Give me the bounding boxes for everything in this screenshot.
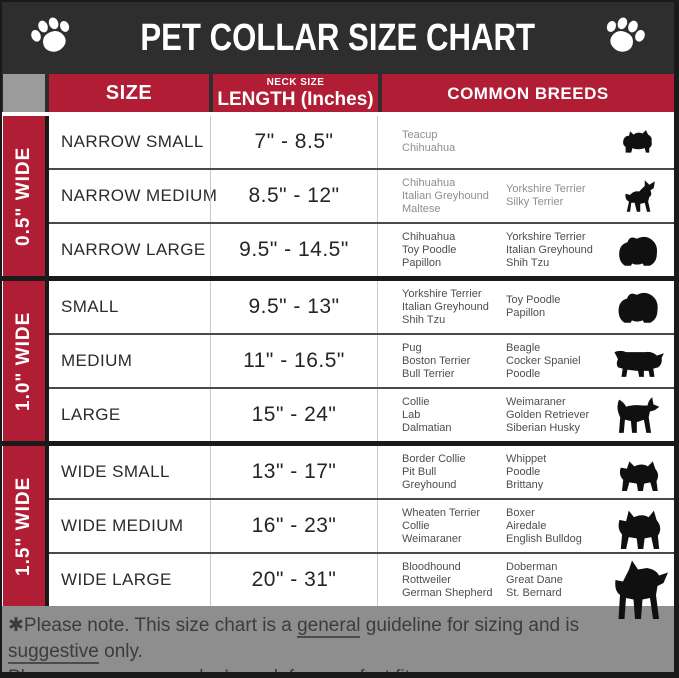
size-group-one-inch: 1.0" WIDE SMALL 9.5" - 13" Yorkshire Ter… bbox=[2, 281, 674, 441]
shih-tzu-icon bbox=[619, 236, 658, 266]
husky-icon bbox=[617, 397, 660, 433]
neck-length: 9.5" - 13" bbox=[248, 295, 340, 318]
neck-length: 15" - 24" bbox=[251, 403, 337, 426]
footer-note: ✱Please note. This size chart is a gener… bbox=[2, 606, 674, 678]
breeds-list: Weimaraner Golden Retriever Siberian Hus… bbox=[506, 395, 590, 434]
group-label-half-inch: 0.5" WIDE bbox=[3, 116, 45, 276]
neck-length: 8.5" - 12" bbox=[248, 184, 340, 207]
breeds-list: Teacup Chihuahua bbox=[402, 129, 456, 154]
size-group-one-half-inch: 1.5" WIDE WIDE SMALL 13" - 17" Border Co… bbox=[2, 446, 674, 619]
column-header-length: NECK SIZE LENGTH (Inches) bbox=[213, 74, 378, 112]
breeds-list: Doberman Great Dane St. Bernard bbox=[506, 560, 563, 599]
breeds-list: Chihuahua Toy Poodle Papillon bbox=[402, 230, 457, 269]
size-label: LARGE bbox=[61, 405, 121, 424]
breeds-list: Pug Boston Terrier Bull Terrier bbox=[402, 341, 471, 380]
note-underlined-word: general bbox=[297, 615, 361, 638]
column-header-size: SIZE bbox=[49, 74, 209, 112]
paw-icon bbox=[606, 17, 645, 52]
breeds-list: Yorkshire Terrier Silky Terrier bbox=[506, 183, 586, 208]
breeds-list: Bloodhound Rottweiler German Shepherd bbox=[402, 560, 493, 599]
note-underlined-word: suggestive bbox=[8, 641, 99, 664]
great-dane-icon bbox=[615, 560, 668, 619]
size-label: MEDIUM bbox=[61, 351, 133, 370]
breeds-list: Beagle Cocker Spaniel Poodle bbox=[506, 341, 581, 380]
note-text: ✱Please note. This size chart is a bbox=[8, 615, 298, 636]
size-group-half-inch: 0.5" WIDE NARROW SMALL 7" - 8.5" Teacup … bbox=[2, 116, 674, 276]
column-header-length-sub: NECK SIZE bbox=[266, 76, 325, 88]
pomeranian-icon bbox=[618, 292, 658, 323]
table-row: SMALL 9.5" - 13" Yorkshire Terrier Itali… bbox=[49, 281, 674, 333]
table-row: WIDE MEDIUM 16" - 23" Wheaten Terrier Co… bbox=[49, 500, 674, 552]
breeds-list: Border Collie Pit Bull Greyhound bbox=[402, 452, 466, 491]
dachshund-icon bbox=[614, 350, 664, 377]
chihuahua-icon bbox=[625, 180, 655, 212]
size-label: WIDE SMALL bbox=[61, 462, 170, 481]
group-label-one-inch: 1.0" WIDE bbox=[3, 281, 45, 441]
pit-bull-icon bbox=[619, 460, 659, 491]
neck-length: 7" - 8.5" bbox=[254, 130, 334, 153]
neck-length: 13" - 17" bbox=[251, 460, 337, 483]
table-row: WIDE SMALL 13" - 17" Border Collie Pit B… bbox=[49, 446, 674, 498]
table-row: LARGE 15" - 24" Collie Lab Dalmatian Wei… bbox=[49, 389, 674, 441]
breeds-list: Chihuahua Italian Greyhound Maltese bbox=[402, 176, 489, 215]
corner-square bbox=[3, 74, 45, 112]
size-label: SMALL bbox=[61, 297, 119, 316]
size-label: NARROW MEDIUM bbox=[61, 186, 218, 205]
breeds-list: Yorkshire Terrier Italian Greyhound Shih… bbox=[402, 287, 489, 326]
breeds-list: Wheaten Terrier Collie Weimaraner bbox=[402, 506, 481, 545]
neck-length: 20" - 31" bbox=[251, 568, 337, 591]
yorkshire-terrier-icon bbox=[623, 129, 652, 153]
size-label: NARROW LARGE bbox=[61, 240, 206, 259]
table-row: NARROW LARGE 9.5" - 14.5" Chihuahua Toy … bbox=[49, 224, 674, 276]
neck-length: 9.5" - 14.5" bbox=[239, 238, 349, 261]
note-text: only. bbox=[98, 641, 143, 662]
neck-length: 11" - 16.5" bbox=[243, 349, 345, 372]
size-label: NARROW SMALL bbox=[61, 132, 204, 151]
note-text: guideline for sizing and is bbox=[360, 615, 580, 636]
group-label-one-half-inch: 1.5" WIDE bbox=[3, 446, 45, 606]
breeds-list: Toy Poodle Papillon bbox=[506, 294, 561, 319]
breeds-list: Boxer Airedale English Bulldog bbox=[506, 506, 582, 545]
table-header: SIZE NECK SIZE LENGTH (Inches) COMMON BR… bbox=[2, 74, 674, 112]
column-header-breeds: COMMON BREEDS bbox=[382, 74, 674, 112]
boxer-icon bbox=[618, 510, 661, 549]
size-label: WIDE MEDIUM bbox=[61, 516, 184, 535]
table-row: WIDE LARGE 20" - 31" Bloodhound Rottweil… bbox=[49, 554, 674, 619]
column-header-length-main: LENGTH (Inches) bbox=[217, 88, 374, 110]
size-label: WIDE LARGE bbox=[61, 570, 172, 589]
table-row: NARROW SMALL 7" - 8.5" Teacup Chihuahua bbox=[49, 116, 674, 168]
page-title: PET COLLAR SIZE CHART bbox=[140, 16, 536, 59]
paw-icon bbox=[31, 17, 70, 52]
breeds-list: Whippet Poodle Brittany bbox=[506, 452, 547, 491]
bottom-border-bar bbox=[2, 672, 674, 678]
neck-length: 16" - 23" bbox=[251, 514, 337, 537]
breeds-list: Collie Lab Dalmatian bbox=[402, 395, 452, 434]
table-row: MEDIUM 11" - 16.5" Pug Boston Terrier Bu… bbox=[49, 335, 674, 387]
title-bar: PET COLLAR SIZE CHART bbox=[2, 2, 674, 74]
breeds-list: Yorkshire Terrier Italian Greyhound Shih… bbox=[506, 230, 593, 269]
table-row: NARROW MEDIUM 8.5" - 12" Chihuahua Itali… bbox=[49, 170, 674, 222]
